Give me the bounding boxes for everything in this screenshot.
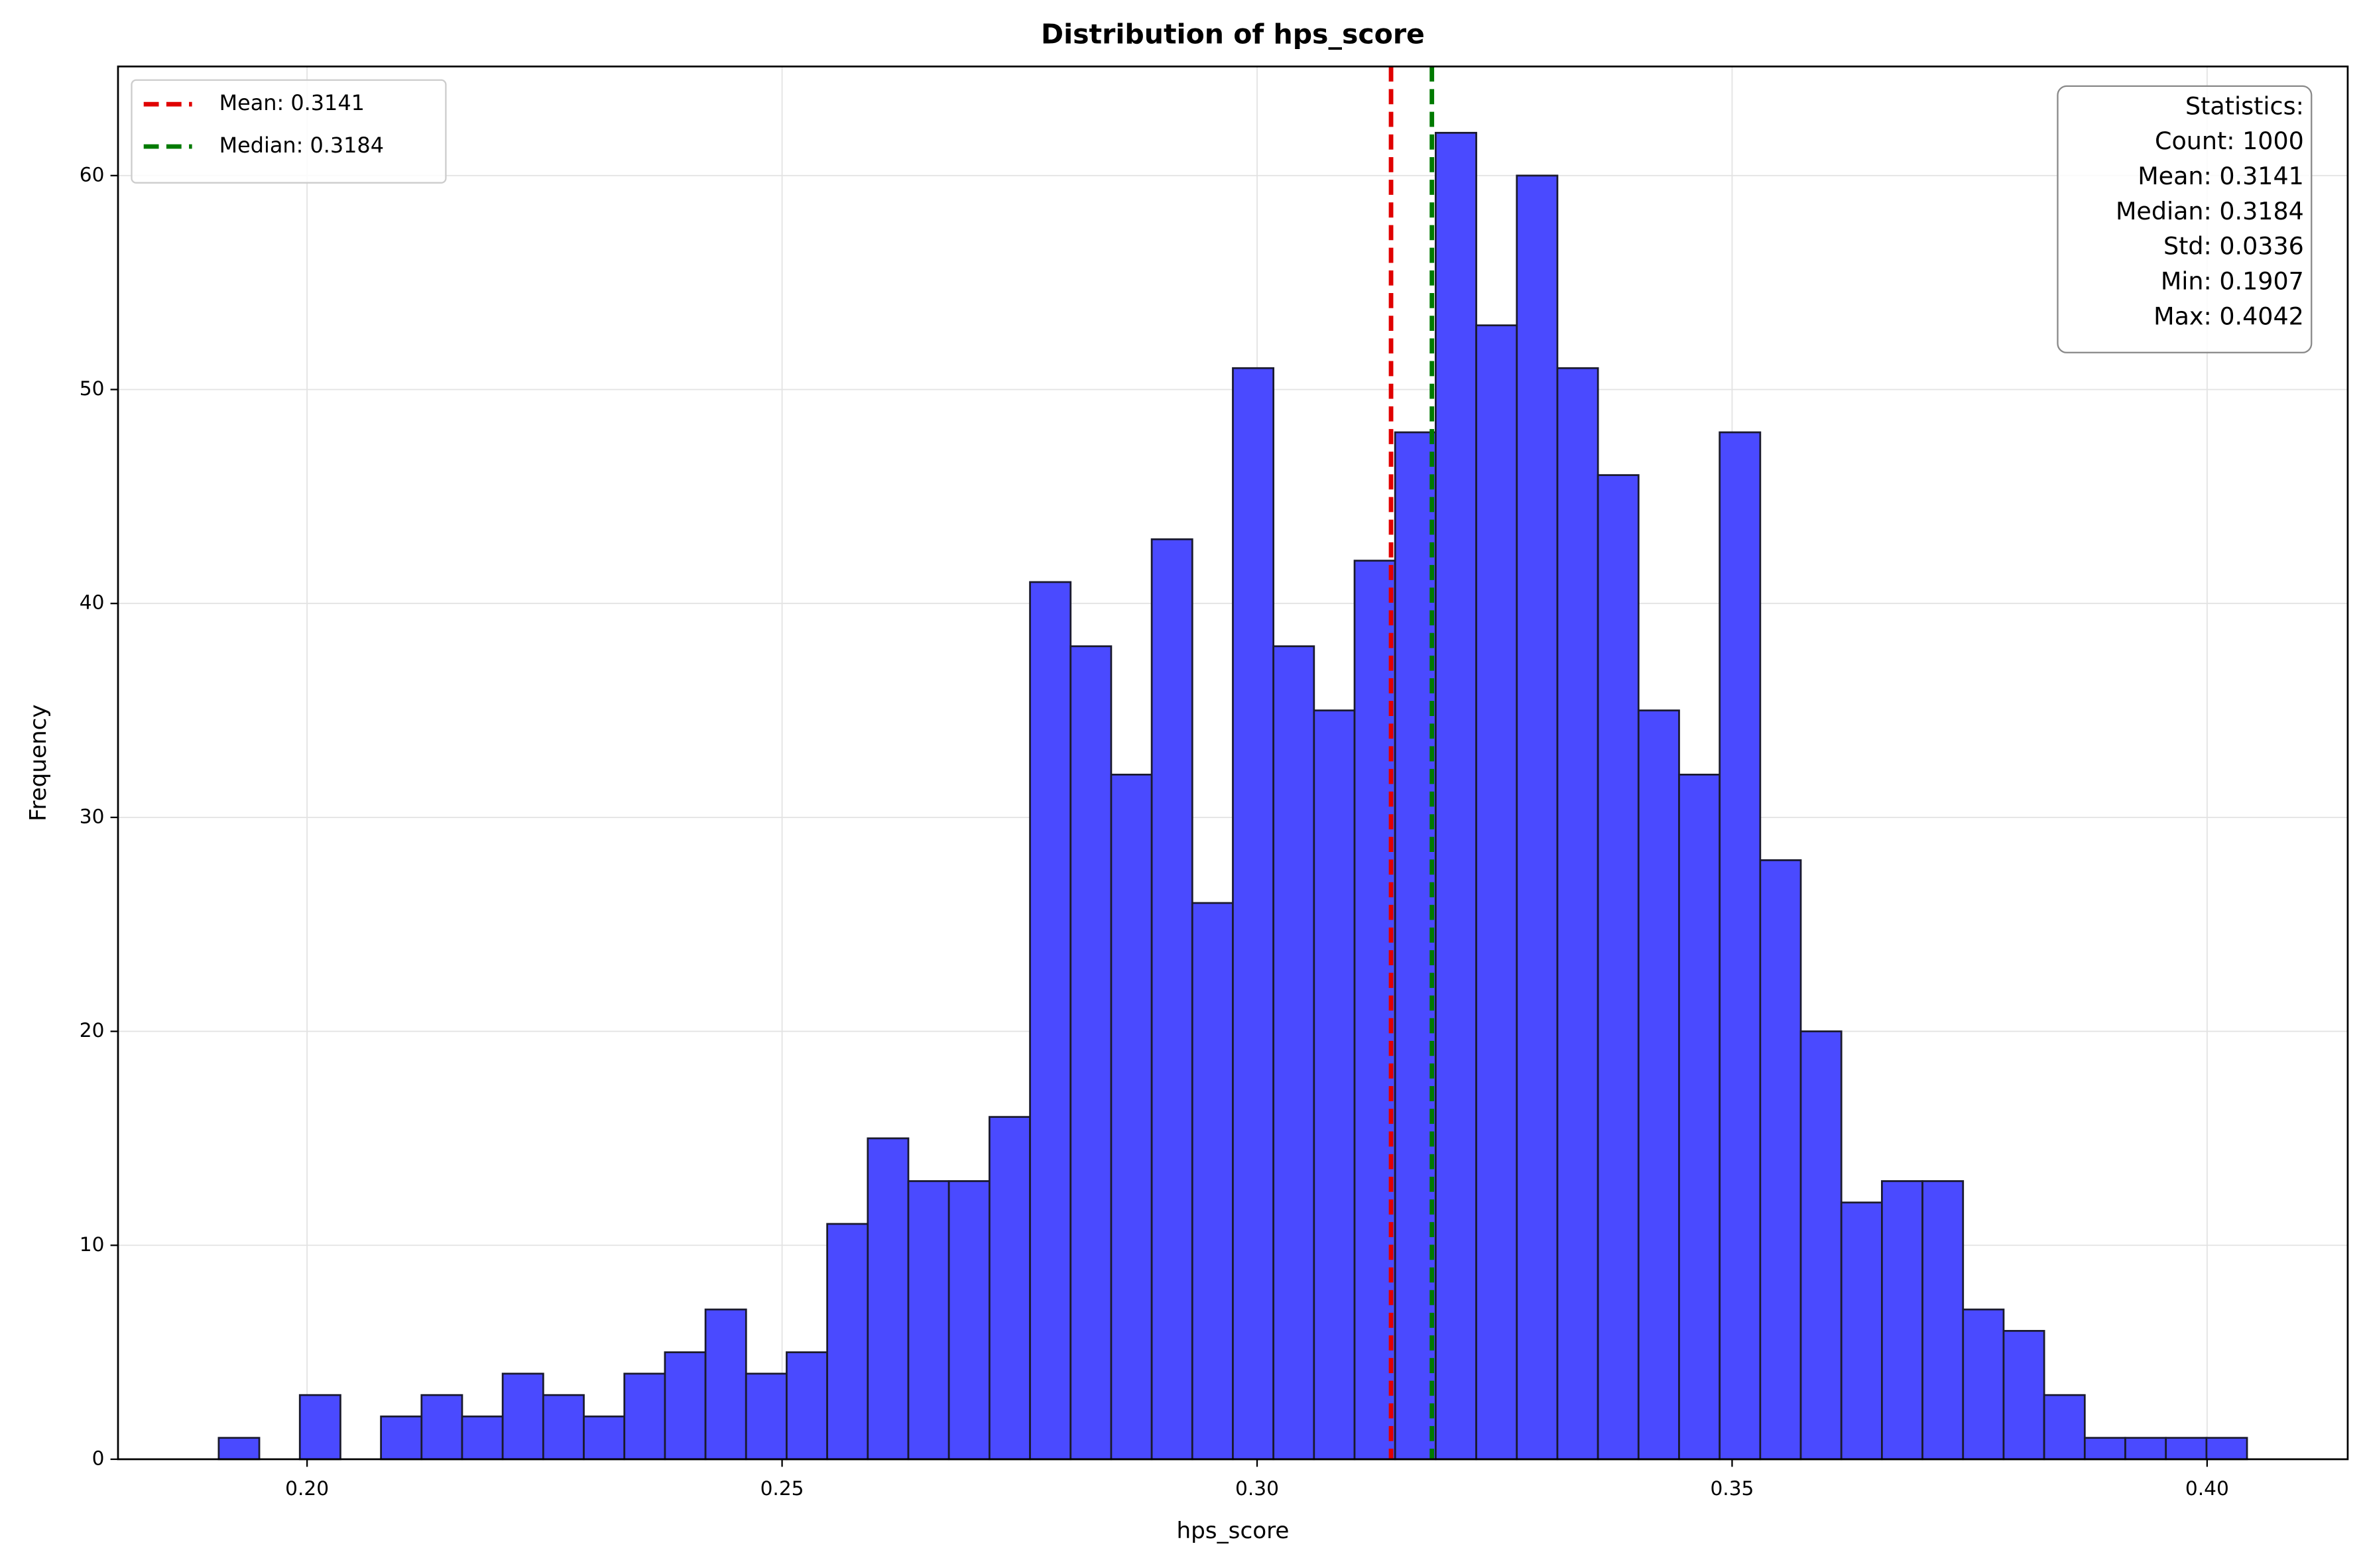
bar bbox=[786, 1351, 828, 1461]
bar bbox=[501, 1372, 544, 1461]
legend-label: Mean: 0.3141 bbox=[219, 90, 365, 115]
bar bbox=[380, 1416, 423, 1461]
bar bbox=[2124, 1437, 2167, 1461]
bar bbox=[988, 1116, 1031, 1461]
bar bbox=[745, 1372, 788, 1461]
bar bbox=[1637, 709, 1680, 1461]
bar bbox=[1394, 431, 1437, 1461]
y-tick-label: 50 bbox=[80, 377, 105, 400]
legend-box bbox=[131, 79, 447, 184]
x-tick-label: 0.35 bbox=[1710, 1477, 1754, 1500]
bar bbox=[2043, 1394, 2086, 1461]
bar bbox=[1191, 902, 1234, 1461]
bar bbox=[1435, 131, 1477, 1461]
bar bbox=[1840, 1201, 1883, 1461]
stats-line: Min: 0.1907 bbox=[2161, 267, 2304, 296]
bar bbox=[1556, 367, 1599, 1461]
bar bbox=[2165, 1437, 2208, 1461]
bar bbox=[907, 1180, 950, 1461]
bar bbox=[704, 1308, 747, 1461]
stats-line: Max: 0.4042 bbox=[2153, 302, 2304, 330]
y-tick-label: 30 bbox=[80, 805, 105, 827]
y-tick-label: 20 bbox=[80, 1019, 105, 1042]
x-tick-label: 0.30 bbox=[1235, 1477, 1279, 1500]
stats-line: Median: 0.3184 bbox=[2116, 197, 2304, 225]
bar bbox=[542, 1394, 585, 1461]
y-tick-label: 60 bbox=[80, 163, 105, 186]
bar bbox=[1232, 367, 1275, 1461]
chart-title: Distribution of hps_score bbox=[1041, 19, 1425, 50]
bar bbox=[1313, 709, 1356, 1461]
bar bbox=[1962, 1308, 2005, 1461]
bar bbox=[1516, 174, 1559, 1461]
bar bbox=[623, 1372, 666, 1461]
bar bbox=[1029, 581, 1072, 1461]
bar bbox=[1069, 645, 1113, 1461]
bar bbox=[298, 1394, 341, 1461]
x-tick-label: 0.20 bbox=[285, 1477, 329, 1500]
bar bbox=[420, 1394, 463, 1461]
y-tick-label: 0 bbox=[92, 1447, 105, 1469]
y-axis-label: Frequency bbox=[25, 704, 52, 821]
bar bbox=[1110, 773, 1153, 1461]
stats-line: Mean: 0.3141 bbox=[2138, 162, 2304, 190]
y-tick-label: 10 bbox=[80, 1233, 105, 1256]
stats-line: Statistics: bbox=[2185, 91, 2304, 120]
bar bbox=[1799, 1030, 1843, 1461]
bar bbox=[2002, 1329, 2045, 1461]
bar bbox=[1475, 324, 1518, 1461]
bar bbox=[1150, 538, 1193, 1461]
bar bbox=[1881, 1180, 1923, 1461]
bar bbox=[583, 1416, 626, 1461]
plot-frame bbox=[117, 65, 2349, 1461]
x-tick-label: 0.25 bbox=[760, 1477, 804, 1500]
bar bbox=[1272, 645, 1315, 1461]
bar bbox=[664, 1351, 707, 1461]
bar bbox=[461, 1416, 504, 1461]
bar bbox=[826, 1223, 869, 1461]
x-axis-label: hps_score bbox=[1176, 1518, 1289, 1544]
legend-label: Median: 0.3184 bbox=[219, 133, 384, 158]
stats-box bbox=[2057, 85, 2313, 353]
y-tick-label: 40 bbox=[80, 591, 105, 614]
bar bbox=[1921, 1180, 1965, 1461]
bar bbox=[867, 1137, 910, 1461]
x-tick-label: 0.40 bbox=[2185, 1477, 2229, 1500]
bar bbox=[1597, 474, 1640, 1461]
bar bbox=[1719, 431, 1762, 1461]
stats-line: Count: 1000 bbox=[2155, 127, 2304, 155]
bar bbox=[2205, 1437, 2248, 1461]
stats-line: Std: 0.0336 bbox=[2163, 232, 2304, 261]
bar bbox=[1678, 773, 1721, 1461]
bar bbox=[947, 1180, 991, 1461]
bar bbox=[1759, 859, 1802, 1461]
bar bbox=[2083, 1437, 2126, 1461]
bar bbox=[217, 1437, 261, 1461]
